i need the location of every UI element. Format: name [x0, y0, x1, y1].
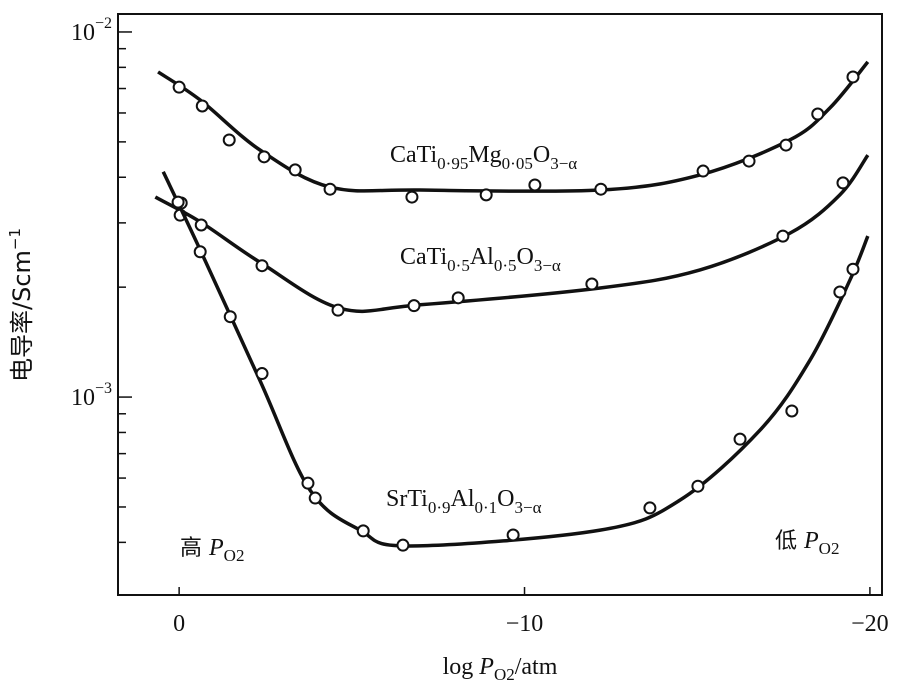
annotation-part: P [803, 528, 819, 554]
data-point [451, 291, 465, 305]
data-point [405, 190, 419, 204]
data-point [742, 154, 756, 168]
data-point [257, 150, 271, 164]
data-point [585, 277, 599, 291]
data-point [846, 262, 860, 276]
label-part: SrTi [386, 486, 428, 512]
label-part: 0·95 [437, 154, 468, 173]
data-point [255, 259, 269, 273]
label-part: 电导率/Scm [8, 250, 36, 382]
label-part: 0·9 [428, 498, 451, 517]
x-tick-label: 0 [173, 611, 185, 637]
label-part: Al [470, 244, 494, 270]
label-part: 0·05 [502, 154, 533, 173]
y-tick-label: 10−3 [71, 380, 112, 411]
data-point [594, 182, 608, 196]
data-point [733, 432, 747, 446]
data-point [846, 70, 860, 84]
data-point [195, 99, 209, 113]
tick-base: 10 [71, 20, 95, 46]
series-label: CaTi0·95Mg0·05O3−α [390, 142, 577, 173]
label-part: 3−α [515, 498, 542, 517]
data-point [407, 299, 421, 313]
data-point [528, 178, 542, 192]
y-axis-label: 电导率/Scm−1 [6, 228, 36, 382]
annotation-part: O2 [224, 546, 245, 565]
tick-exponent: −3 [95, 380, 112, 397]
label-part: O [533, 142, 550, 168]
label-part: 3−α [550, 154, 577, 173]
data-point [172, 80, 186, 94]
data-point [811, 107, 825, 121]
x-tick-label: −10 [506, 611, 544, 637]
data-point [308, 491, 322, 505]
label-part: P [478, 654, 494, 680]
data-point [223, 310, 237, 324]
data-point [696, 164, 710, 178]
label-part: Al [451, 486, 475, 512]
annotation-part: P [208, 535, 224, 561]
label-part: 0·1 [475, 498, 498, 517]
data-point [171, 195, 185, 209]
data-point [331, 303, 345, 317]
annotation-part: 低 [775, 529, 804, 554]
fit-curve [157, 60, 870, 194]
label-part: −1 [6, 228, 24, 250]
data-point [222, 133, 236, 147]
label-part: 0·5 [447, 256, 470, 275]
label-part: O2 [494, 665, 515, 682]
data-point [833, 285, 847, 299]
data-point [643, 501, 657, 515]
data-point [194, 218, 208, 232]
fit-curve [161, 171, 870, 548]
data-point [193, 245, 207, 259]
label-part: /atm [515, 654, 558, 680]
annotation-part: O2 [819, 539, 840, 558]
label-part: 3−α [534, 256, 561, 275]
series-label: CaTi0·5Al0·5O3−α [400, 244, 561, 275]
data-point [836, 176, 850, 190]
data-point [506, 528, 520, 542]
label-part: O [497, 486, 514, 512]
tick-exponent: −2 [95, 15, 112, 32]
y-tick-label: 10−2 [71, 15, 112, 46]
annotation: 高 PO2 [180, 535, 244, 565]
x-tick-label: −20 [851, 611, 889, 637]
tick-base: 10 [71, 385, 95, 411]
label-part: O [517, 244, 534, 270]
data-point [396, 538, 410, 552]
fit-curve [154, 154, 870, 314]
plot-frame [117, 13, 883, 596]
data-point [776, 229, 790, 243]
series-label: SrTi0·9Al0·1O3−α [386, 486, 542, 517]
data-point [288, 163, 302, 177]
data-point [255, 367, 269, 381]
label-part: 0·5 [494, 256, 517, 275]
annotation-part: 高 [180, 536, 209, 561]
data-point [785, 404, 799, 418]
data-point [356, 524, 370, 538]
label-part: Mg [468, 142, 501, 168]
annotation: 低 PO2 [775, 528, 839, 558]
data-point [301, 476, 315, 490]
label-part: CaTi [400, 244, 447, 270]
data-point [691, 479, 705, 493]
data-point [779, 138, 793, 152]
x-axis-label: log PO2/atm [443, 654, 558, 682]
data-point [323, 182, 337, 196]
data-point [479, 188, 493, 202]
label-part: CaTi [390, 142, 437, 168]
label-part: log [443, 654, 480, 680]
